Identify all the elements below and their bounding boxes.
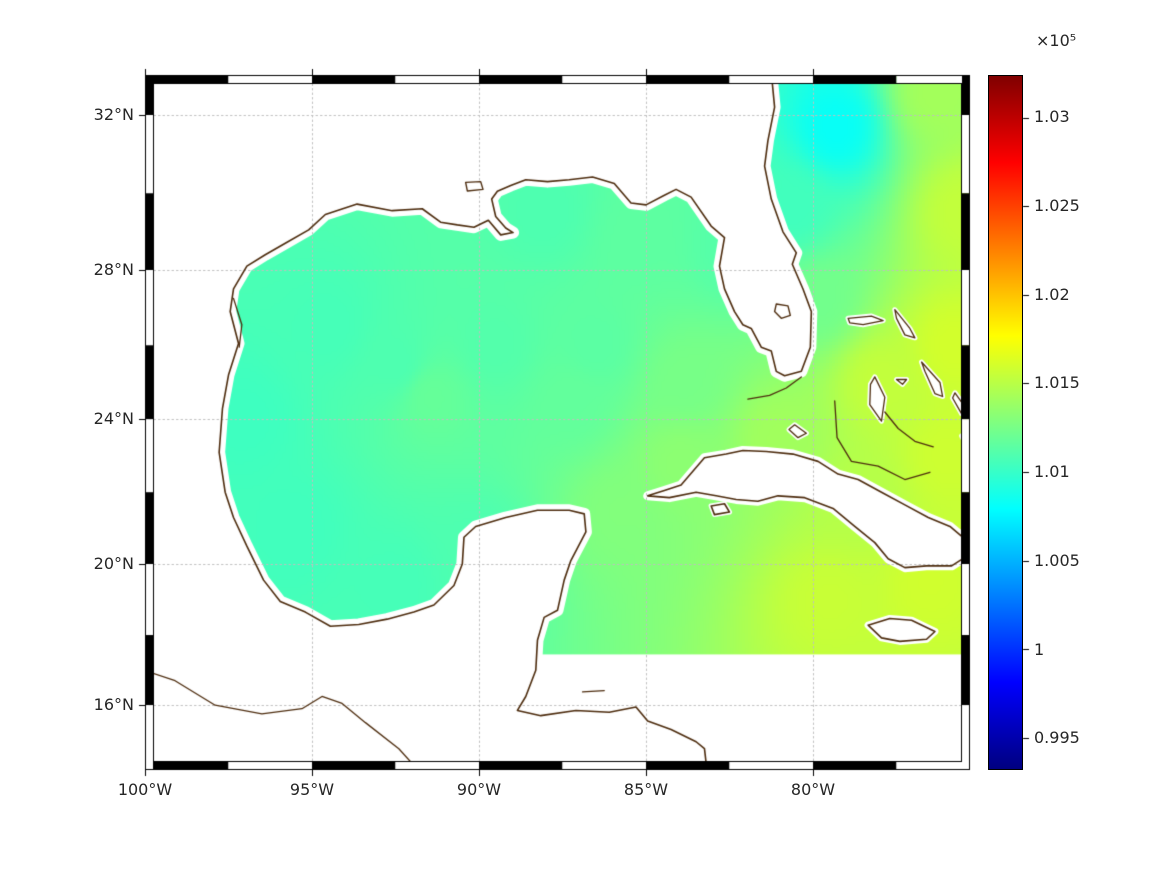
colorbar-tick-label: 1.025: [1034, 196, 1080, 215]
colorbar-tick-label: 1.03: [1034, 107, 1070, 126]
colorbar-tick-label: 1.005: [1034, 551, 1080, 570]
y-tick-label-28n: 28°N: [93, 260, 134, 279]
x-tick-label-85w: 85°W: [623, 780, 669, 799]
y-tick-label-32n: 32°N: [93, 105, 134, 124]
y-tick-label-24n: 24°N: [93, 409, 134, 428]
colorbar-tick-label: 1.015: [1034, 373, 1080, 392]
x-tick-label-95w: 95°W: [289, 780, 335, 799]
colorbar-tick-label: 1.02: [1034, 285, 1070, 304]
y-tick-label-16n: 16°N: [93, 695, 134, 714]
colorbar-tick-label: 0.995: [1034, 728, 1080, 747]
colorbar: [988, 75, 1023, 770]
colorbar-tick-label: 1: [1034, 640, 1045, 659]
colorbar-exponent-label: ×10⁵: [1036, 31, 1077, 50]
colorbar-tick-label: 1.01: [1034, 462, 1070, 481]
x-tick-label-90w: 90°W: [456, 780, 502, 799]
x-tick-label-100w: 100°W: [117, 780, 173, 799]
x-tick-label-80w: 80°W: [790, 780, 836, 799]
y-tick-label-20n: 20°N: [93, 554, 134, 573]
